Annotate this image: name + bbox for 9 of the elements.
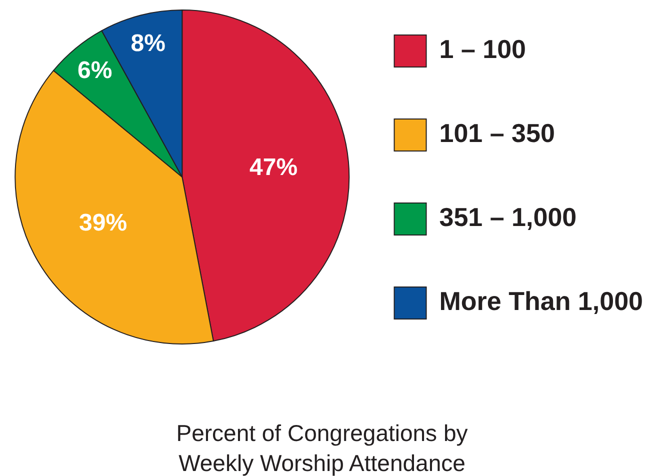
data-label: 47% bbox=[250, 154, 298, 181]
legend-label: 101 – 350 bbox=[439, 118, 555, 148]
legend-label: More Than 1,000 bbox=[439, 286, 643, 316]
text: Percent of Congregations by Weekly Worship Attendance bbox=[175, 419, 469, 476]
data-label: 39% bbox=[79, 209, 128, 236]
data-label: 8% bbox=[130, 30, 166, 57]
legend-label: 351 – 1,000 bbox=[439, 202, 577, 232]
data-label: 6% bbox=[78, 57, 112, 84]
legend-label: 1 – 100 bbox=[439, 34, 526, 64]
